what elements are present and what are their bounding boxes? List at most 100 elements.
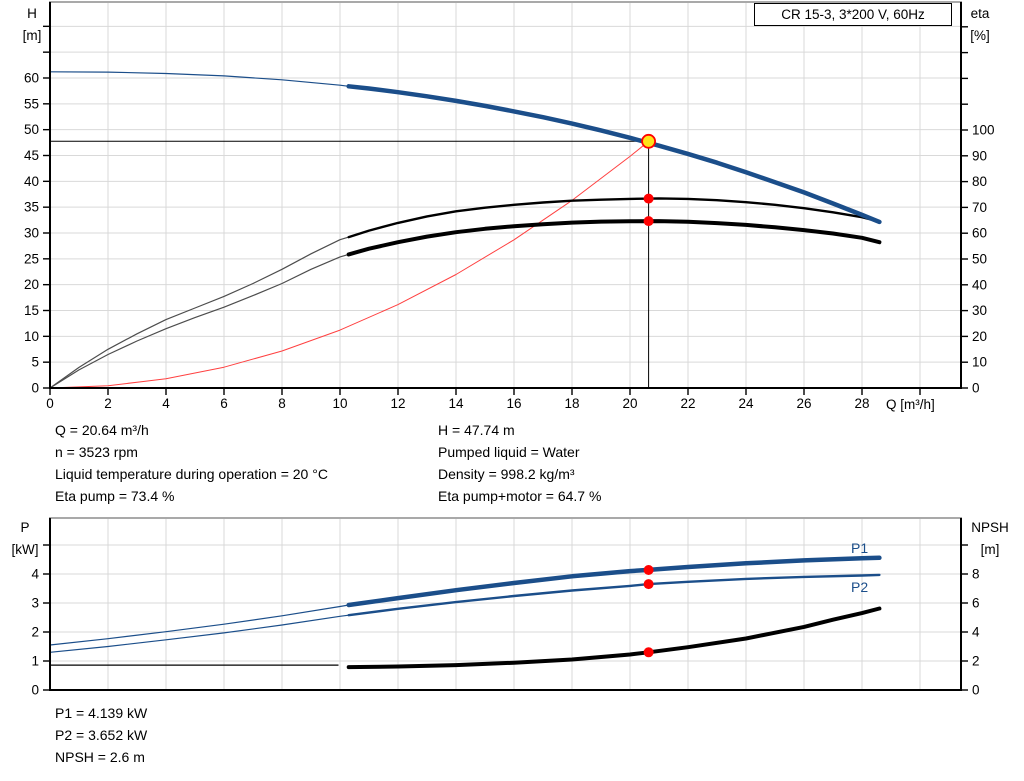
svg-text:4: 4	[162, 396, 170, 411]
svg-text:100: 100	[972, 123, 995, 138]
power-axis-label-symbol: P	[20, 520, 30, 535]
flow-axis-unit-label: Q [m³/h]	[886, 397, 935, 412]
svg-text:3: 3	[31, 596, 39, 611]
info-npsh: NPSH = 2.6 m	[55, 749, 145, 765]
operating-data-right: H = 47.74 m Pumped liquid = Water Densit…	[438, 419, 601, 507]
p2-dot	[643, 579, 654, 590]
eta-pump-motor-curve	[346, 219, 882, 257]
svg-text:10: 10	[332, 396, 347, 411]
p2-curve-label: P2	[851, 579, 869, 595]
svg-text:22: 22	[680, 396, 695, 411]
info-density: Density = 998.2 kg/m³	[438, 466, 575, 482]
svg-text:28: 28	[854, 396, 869, 411]
operating-data-left: Q = 20.64 m³/h n = 3523 rpm Liquid tempe…	[55, 419, 328, 507]
npsh-dot	[643, 647, 654, 658]
svg-text:70: 70	[972, 200, 987, 215]
svg-text:2: 2	[972, 654, 980, 669]
eta-axis-label-unit: [%]	[970, 28, 990, 43]
info-p2: P2 = 3.652 kW	[55, 727, 148, 743]
svg-text:1: 1	[31, 654, 39, 669]
svg-text:35: 35	[24, 200, 39, 215]
info-head: H = 47.74 m	[438, 422, 515, 438]
svg-text:0: 0	[46, 396, 54, 411]
info-pumped-liquid: Pumped liquid = Water	[438, 444, 580, 460]
svg-text:50: 50	[24, 122, 39, 137]
svg-text:0: 0	[972, 381, 980, 396]
eta-axis-label: eta [%]	[960, 3, 1000, 47]
svg-text:55: 55	[24, 96, 39, 111]
svg-text:30: 30	[972, 303, 987, 318]
svg-text:25: 25	[24, 251, 39, 266]
svg-text:40: 40	[972, 277, 987, 292]
svg-text:8: 8	[972, 567, 980, 582]
svg-text:30: 30	[24, 225, 39, 240]
head-axis-label-unit: [m]	[22, 28, 42, 43]
pump-head-extension	[49, 71, 349, 87]
p1-extension	[49, 604, 349, 646]
system-curve	[49, 140, 649, 389]
svg-text:14: 14	[448, 396, 464, 411]
power-npsh-data: P1 = 4.139 kW P2 = 3.652 kW NPSH = 2.6 m	[55, 702, 147, 768]
svg-text:90: 90	[972, 148, 987, 163]
npsh-axis-label-unit: [m]	[980, 542, 1000, 557]
eta-pump-curve	[347, 197, 881, 239]
power-axis-label: P [kW]	[2, 517, 48, 561]
svg-text:18: 18	[564, 396, 579, 411]
svg-text:26: 26	[796, 396, 811, 411]
svg-text:60: 60	[972, 226, 987, 241]
svg-text:0: 0	[31, 683, 39, 698]
svg-text:24: 24	[738, 396, 754, 411]
svg-text:0: 0	[972, 683, 980, 698]
head-axis-label: H [m]	[14, 3, 50, 47]
svg-text:20: 20	[622, 396, 637, 411]
hq-eta-chart: 0510152025303540455055600102030405060708…	[24, 1, 995, 411]
svg-text:8: 8	[278, 396, 286, 411]
svg-text:60: 60	[24, 70, 39, 85]
svg-text:5: 5	[31, 355, 39, 370]
info-liquid-temperature: Liquid temperature during operation = 20…	[55, 466, 328, 482]
svg-text:0: 0	[31, 381, 39, 396]
info-eta-pump-motor: Eta pump+motor = 64.7 %	[438, 488, 602, 504]
npsh-axis-label: NPSH [m]	[962, 517, 1018, 561]
power-axis-label-unit: [kW]	[11, 542, 39, 557]
power-npsh-chart: 0 1 2 3 4 0 2 4 6 8	[31, 517, 980, 698]
pump-title-box: CR 15-3, 3*200 V, 60Hz	[754, 3, 952, 26]
svg-text:10: 10	[24, 329, 39, 344]
svg-text:2: 2	[104, 396, 112, 411]
eta-axis-label-symbol: eta	[970, 6, 990, 21]
svg-text:4: 4	[31, 567, 39, 582]
info-p1: P1 = 4.139 kW	[55, 705, 148, 721]
eta-pump-extension	[49, 236, 349, 389]
duty-point	[641, 133, 656, 149]
p2-extension	[49, 614, 349, 653]
svg-text:4: 4	[972, 625, 980, 640]
info-eta-pump: Eta pump = 73.4 %	[55, 488, 175, 504]
svg-text:6: 6	[220, 396, 228, 411]
head-axis-label-symbol: H	[27, 6, 37, 21]
svg-text:15: 15	[24, 303, 39, 318]
svg-text:10: 10	[972, 355, 987, 370]
npsh-curve	[346, 606, 882, 670]
svg-text:50: 50	[972, 252, 987, 267]
svg-text:20: 20	[972, 329, 987, 344]
info-speed: n = 3523 rpm	[55, 444, 138, 460]
svg-text:12: 12	[390, 396, 405, 411]
eta-pump-motor-dot	[643, 216, 654, 227]
p1-dot	[643, 565, 654, 575]
svg-text:45: 45	[24, 148, 39, 163]
svg-text:80: 80	[972, 174, 987, 189]
eta-pump-motor-extension	[49, 253, 349, 389]
pump-head-curve	[346, 84, 882, 225]
p2-curve	[347, 573, 881, 617]
svg-text:16: 16	[506, 396, 521, 411]
info-flow: Q = 20.64 m³/h	[55, 422, 149, 438]
svg-text:40: 40	[24, 174, 39, 189]
eta-pump-dot	[643, 193, 654, 204]
p1-curve-label: P1	[851, 540, 869, 556]
p1-curve	[346, 555, 882, 608]
npsh-axis-label-symbol: NPSH	[971, 520, 1009, 535]
svg-text:2: 2	[31, 625, 39, 640]
svg-text:6: 6	[972, 596, 980, 611]
